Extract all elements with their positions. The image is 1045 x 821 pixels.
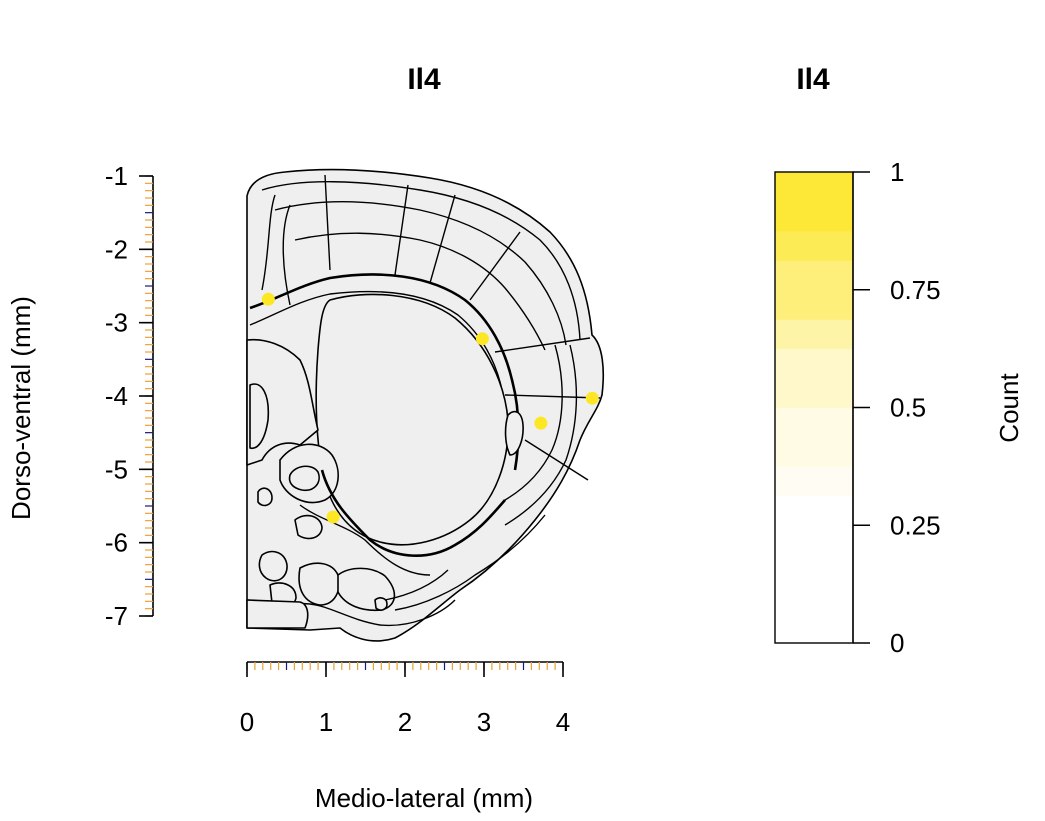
olfactory-tubercle (298, 562, 340, 606)
colorbar-cell (775, 554, 853, 585)
cortex-division-5 (494, 337, 591, 353)
x-axis-major-ticks: 0 1 2 3 4 (240, 662, 570, 737)
x-axis-label: Medio-lateral (mm) (315, 783, 533, 813)
colorbar-cell (775, 319, 853, 350)
bed-nucleus (294, 514, 323, 540)
data-point-3 (585, 391, 599, 405)
colorbar-cell (775, 230, 853, 261)
y-tick-label: -5 (105, 454, 128, 484)
brain-atlas-section (246, 168, 605, 642)
island-structure (374, 597, 388, 611)
colorbar-ticks: 1 0.75 0.5 0.25 0 (853, 157, 941, 658)
colorbar-cell (775, 260, 853, 291)
corpus-callosum-inner (249, 290, 503, 391)
colorbar-tick-label: 1 (890, 157, 904, 187)
x-tick-label: 4 (556, 707, 570, 737)
x-tick-label: 3 (477, 707, 491, 737)
piriform-area (384, 514, 546, 611)
y-tick-label: -3 (105, 308, 128, 338)
cortex-division-7 (524, 439, 589, 481)
medial-cut (246, 599, 309, 629)
y-tick-label: -1 (105, 161, 128, 191)
colorbar-tick-label: 0.75 (890, 275, 941, 305)
lateral-arc-1 (504, 344, 563, 501)
colorbar-cell (775, 436, 853, 467)
data-point-1 (261, 292, 275, 306)
ventral-band-2 (299, 504, 431, 576)
colorbar-cell (775, 495, 853, 526)
cortex-division-2 (394, 184, 409, 276)
striatum (315, 293, 509, 546)
ventral-outline-inner (246, 599, 456, 627)
ventral-nucleus-1 (258, 550, 288, 582)
y-tick-label: -4 (105, 381, 128, 411)
colorbar-cell (775, 466, 853, 497)
colorbar-label: Count (994, 373, 1024, 443)
data-point-2 (475, 332, 489, 346)
cortex-division-1 (324, 174, 331, 271)
x-axis: 0 1 2 3 4 (240, 661, 570, 737)
x-tick-label: 1 (319, 707, 333, 737)
cortex-division-4 (469, 231, 521, 301)
inner-oval (288, 465, 320, 492)
cortex-layer-3 (294, 232, 546, 351)
colorbar-cell (775, 584, 853, 615)
colorbar-gradient (775, 172, 853, 644)
cortex-layer-1 (261, 181, 581, 341)
y-tick-label: -7 (105, 601, 128, 631)
colorbar-cell (775, 172, 853, 202)
y-tick-label: -6 (105, 528, 128, 558)
y-axis: -1 -2 -3 -4 -5 -6 -7 (105, 161, 154, 631)
colorbar: 1 0.75 0.5 0.25 0 (774, 157, 941, 658)
corpus-callosum (249, 273, 520, 471)
data-point-4 (534, 416, 548, 430)
x-tick-label: 0 (240, 707, 254, 737)
colorbar-tick-label: 0 (890, 628, 904, 658)
colorbar-cell (775, 289, 853, 320)
y-axis-major-ticks: -1 -2 -3 -4 -5 -6 -7 (105, 161, 153, 631)
colorbar-cell (775, 407, 853, 438)
colorbar-cell (775, 201, 853, 232)
y-axis-label: Dorso-ventral (mm) (6, 296, 36, 520)
colorbar-tick-label: 0.25 (890, 510, 941, 540)
right-panel-title: Il4 (796, 63, 830, 96)
x-tick-label: 2 (398, 707, 412, 737)
lateral-arc-2 (504, 344, 578, 526)
cortex-division-6 (504, 394, 601, 399)
cortex-layer-2 (274, 201, 567, 346)
colorbar-cell (775, 378, 853, 408)
ventral-band (320, 469, 506, 557)
colorbar-cell (775, 613, 853, 644)
small-nucleus (257, 487, 273, 507)
cortex-division-3 (429, 194, 456, 284)
colorbar-tick-label: 0.5 (890, 393, 926, 423)
claustrum (504, 410, 524, 456)
colorbar-cell (775, 525, 853, 556)
data-points (261, 292, 599, 524)
y-tick-label: -2 (105, 234, 128, 264)
ventricle (249, 383, 270, 449)
colorbar-cell (775, 348, 853, 379)
left-panel-title: Il4 (407, 63, 441, 96)
data-point-5 (326, 510, 340, 524)
